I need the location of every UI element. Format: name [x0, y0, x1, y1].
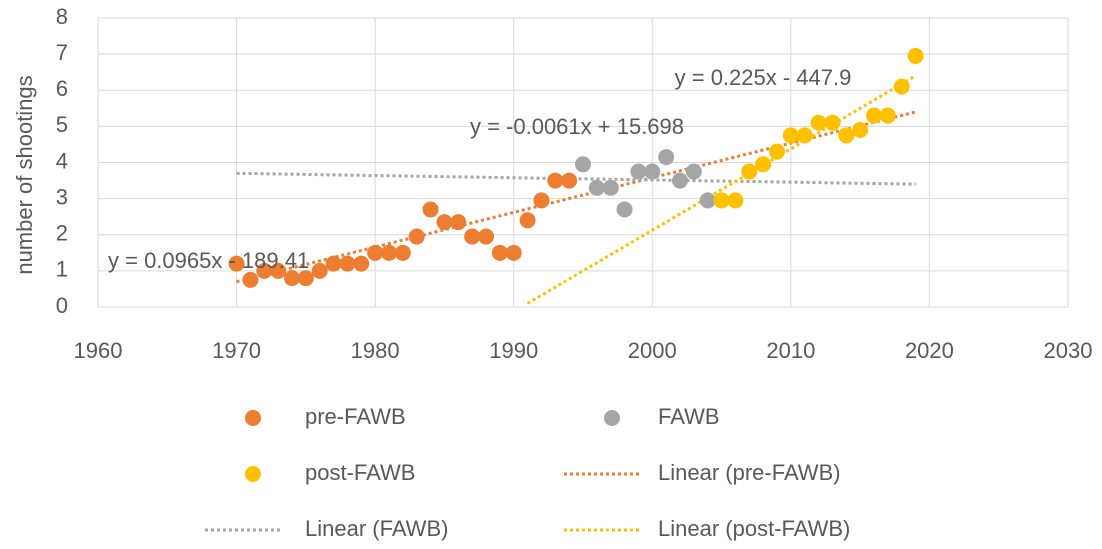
point — [685, 163, 702, 180]
trendline — [236, 171, 916, 186]
y-tick-label: 2 — [56, 221, 68, 246]
legend-marker — [245, 466, 261, 482]
point — [824, 114, 841, 131]
point — [339, 255, 356, 272]
x-tick-label: 1990 — [489, 338, 538, 363]
x-tick-label: 1960 — [74, 338, 123, 363]
x-tick-label: 1970 — [212, 338, 261, 363]
legend-label: FAWB — [658, 404, 720, 429]
point — [769, 143, 785, 160]
point — [893, 78, 910, 95]
point — [450, 214, 467, 231]
point — [256, 262, 273, 279]
point — [284, 270, 300, 287]
point — [367, 244, 384, 261]
point — [658, 149, 675, 166]
point — [394, 244, 411, 261]
legend-marker — [604, 410, 620, 426]
x-tick-label: 1980 — [351, 338, 400, 363]
legend-label: Linear (FAWB) — [305, 516, 448, 541]
y-tick-label: 3 — [56, 184, 68, 209]
point — [311, 262, 328, 279]
y-tick-label: 0 — [56, 293, 68, 318]
x-tick-label: 2020 — [905, 338, 954, 363]
x-tick-label: 2000 — [628, 338, 677, 363]
y-tick-label: 8 — [56, 4, 68, 29]
point — [879, 107, 896, 124]
point — [630, 163, 647, 180]
point — [491, 244, 508, 261]
point — [755, 156, 772, 173]
legend-label: post-FAWB — [305, 460, 415, 485]
x-tick-label: 2030 — [1044, 338, 1093, 363]
point — [810, 114, 827, 131]
y-tick-label: 6 — [56, 76, 68, 101]
point — [478, 228, 494, 245]
point — [727, 192, 744, 209]
point — [228, 255, 245, 272]
point — [381, 244, 397, 261]
trendline-equation: y = -0.0061x + 15.698 — [470, 114, 684, 139]
point — [519, 212, 536, 229]
point — [422, 201, 439, 218]
point — [616, 201, 633, 218]
legend-label: Linear (pre-FAWB) — [658, 460, 841, 485]
x-tick-label: 2010 — [766, 338, 815, 363]
point — [533, 192, 550, 209]
legend-label: pre-FAWB — [305, 404, 406, 429]
point — [408, 228, 425, 245]
point — [741, 163, 758, 180]
point — [782, 127, 799, 144]
point — [672, 172, 688, 189]
point — [866, 107, 882, 124]
y-tick-label: 7 — [56, 40, 68, 65]
trendline-equation: y = 0.0965x - 189.41 — [108, 248, 309, 273]
legend-marker — [245, 410, 261, 426]
point — [852, 121, 869, 138]
point — [297, 270, 314, 287]
trendline-equation: y = 0.225x - 447.9 — [675, 65, 852, 90]
point — [907, 47, 924, 64]
trendline — [526, 74, 917, 305]
point — [602, 179, 619, 196]
point — [644, 163, 661, 180]
y-tick-label: 1 — [56, 257, 68, 282]
point — [325, 255, 342, 272]
y-axis-label: number of shootings — [12, 75, 37, 274]
point — [796, 127, 813, 144]
point — [270, 262, 287, 279]
point — [838, 127, 855, 144]
legend-label: Linear (post-FAWB) — [658, 516, 850, 541]
point — [505, 244, 522, 261]
y-tick-label: 5 — [56, 112, 68, 137]
y-tick-label: 4 — [56, 148, 68, 173]
point — [547, 172, 564, 189]
point — [575, 156, 591, 173]
point — [353, 255, 370, 272]
point — [561, 172, 578, 189]
point — [588, 179, 605, 196]
point — [464, 228, 481, 245]
point — [436, 214, 453, 231]
point — [713, 192, 730, 209]
point — [242, 271, 259, 288]
point — [699, 192, 716, 209]
